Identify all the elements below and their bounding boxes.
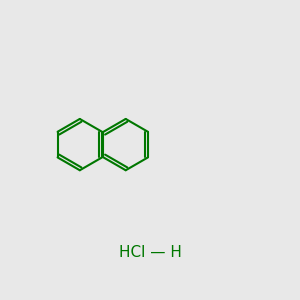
Text: HCl — H: HCl — H xyxy=(118,245,182,260)
